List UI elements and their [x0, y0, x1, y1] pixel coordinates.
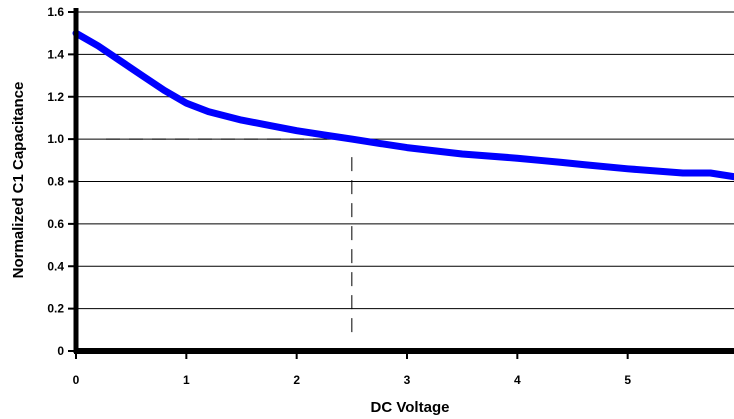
y-tick-label: 0 [57, 344, 64, 358]
grid-lines [76, 11, 734, 310]
x-axis-title: DC Voltage [371, 399, 450, 416]
y-tick-label: 0.8 [47, 175, 64, 189]
x-tick-label: 2 [293, 373, 300, 387]
y-axis-title: Normalized C1 Capacitance [10, 82, 27, 279]
y-tick-label: 0.4 [47, 259, 64, 273]
x-tick-label: 4 [514, 373, 521, 387]
reference-lines [106, 138, 353, 337]
y-tick-label: 0.2 [47, 302, 64, 316]
y-tick-label: 1.4 [47, 47, 64, 61]
x-tick-label: 5 [624, 373, 631, 387]
axes [68, 8, 734, 359]
x-tick-label: 1 [183, 373, 190, 387]
y-tick-label: 1.6 [47, 5, 64, 19]
y-tick-label: 1.2 [47, 90, 64, 104]
x-tick-label: 0 [73, 373, 80, 387]
x-tick-label: 3 [404, 373, 411, 387]
y-tick-label: 1.0 [47, 132, 64, 146]
tick-labels: 00.20.40.60.81.01.21.41.60123456 [47, 5, 631, 387]
y-tick-label: 0.6 [47, 217, 64, 231]
